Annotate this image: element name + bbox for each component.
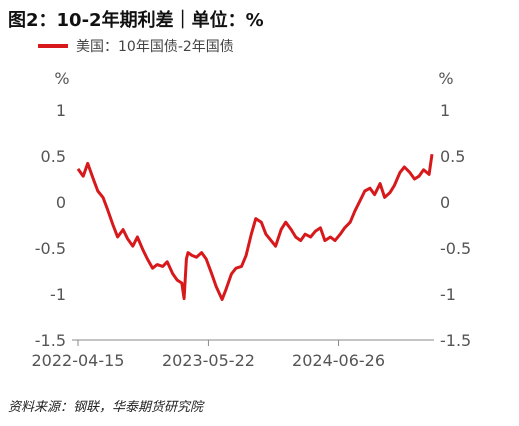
left-y-tick-label: 1 [56,101,66,120]
right-y-tick-label: -1.5 [440,331,471,350]
x-tick-label: 2024-06-26 [292,351,385,370]
left-y-tick-label: -0.5 [35,239,66,258]
x-tick-label: 2023-05-22 [162,351,255,370]
left-y-tick-label: -1.5 [35,331,66,350]
x-axis: 2022-04-15 2023-05-22 2024-06-26 [32,340,385,370]
left-y-tick-label: 0.5 [41,147,66,166]
left-axis-unit: % [54,69,69,88]
series-line-us-10y-2y [76,153,434,301]
right-axis-unit: % [438,69,453,88]
right-y-axis: 1 0.5 0 -0.5 -1 -1.5 [440,101,471,350]
left-y-tick-label: 0 [56,193,66,212]
legend: 美国：10年国债-2年国债 [38,36,234,56]
legend-swatch [38,44,68,48]
right-y-tick-label: -1 [440,285,456,304]
right-y-tick-label: 0 [440,193,450,212]
left-y-axis: 1 0.5 0 -0.5 -1 -1.5 [35,101,66,350]
legend-label: 美国：10年国债-2年国债 [76,39,234,55]
x-tick-label: 2022-04-15 [32,351,125,370]
right-y-tick-label: 1 [440,101,450,120]
chart-title: 图2：10-2年期利差｜单位：% [8,10,264,31]
right-y-tick-label: -0.5 [440,239,471,258]
right-y-tick-label: 0.5 [440,147,465,166]
left-y-tick-label: -1 [50,285,66,304]
source-note: 资料来源：钢联，华泰期货研究院 [8,400,204,415]
